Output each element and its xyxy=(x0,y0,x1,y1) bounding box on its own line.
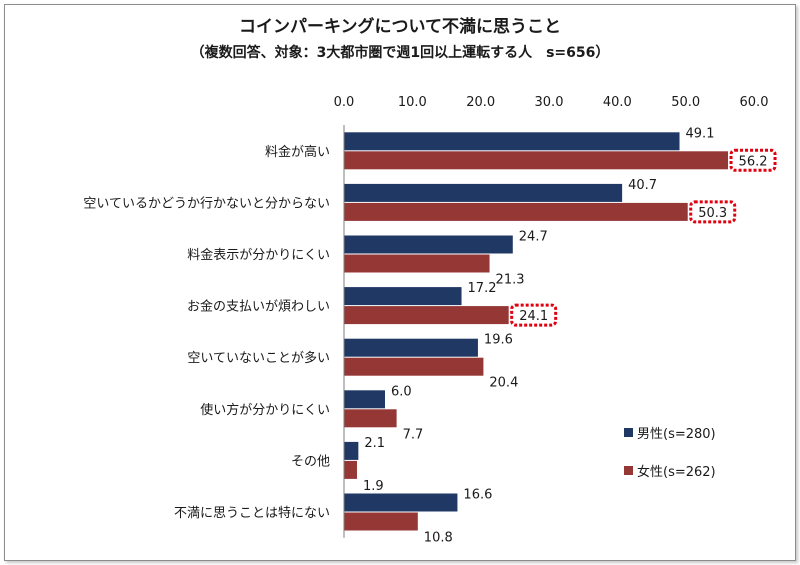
highlight-box xyxy=(510,303,558,327)
category-label: お金の支払いが煩わしい xyxy=(187,299,330,315)
x-tick-label: 40.0 xyxy=(603,95,632,110)
bar-female xyxy=(344,151,729,170)
data-label: 7.7 xyxy=(403,427,424,442)
bar-male xyxy=(344,287,462,306)
category-label: 空いていないことが多い xyxy=(187,350,330,366)
chart-frame xyxy=(4,4,796,561)
bar-male xyxy=(344,338,478,357)
x-tick-label: 0.0 xyxy=(334,95,355,110)
category-label: 空いているかどうか行かないと分からない xyxy=(83,196,330,211)
category-label: 料金が高い xyxy=(265,144,330,160)
bar-male xyxy=(344,235,513,254)
x-tick-label: 50.0 xyxy=(671,95,700,110)
data-label: 24.1 xyxy=(519,309,548,324)
highlight-box xyxy=(729,148,777,172)
bar-male xyxy=(344,183,623,202)
data-label: 16.6 xyxy=(463,488,492,503)
data-label: 2.1 xyxy=(364,436,385,451)
highlight-box xyxy=(689,200,737,224)
bar-male xyxy=(344,493,458,512)
data-label: 40.7 xyxy=(628,178,657,193)
bar-male xyxy=(344,132,680,151)
bar-female xyxy=(344,460,357,479)
category-label: その他 xyxy=(291,454,330,469)
data-label: 19.6 xyxy=(484,333,513,348)
data-label: 21.3 xyxy=(496,273,525,288)
data-label: 1.9 xyxy=(363,479,384,494)
data-label: 20.4 xyxy=(489,376,518,391)
legend-label: 男性(s=280) xyxy=(637,427,716,442)
legend-label: 女性(s=262) xyxy=(637,464,716,480)
x-tick-label: 10.0 xyxy=(398,95,427,110)
chart-title: コインパーキングについて不満に思うこと xyxy=(239,17,561,37)
category-label: 使い方が分かりにくい xyxy=(200,402,330,418)
bar-female xyxy=(344,306,509,325)
chart-subtitle: （複数回答、対象：3大都市圏で週1回以上運転する人 s=656） xyxy=(190,45,610,61)
x-tick-label: 60.0 xyxy=(740,95,769,110)
data-label: 50.3 xyxy=(698,206,727,221)
data-label: 24.7 xyxy=(519,230,548,245)
bar-female xyxy=(344,254,490,273)
bar-male xyxy=(344,390,385,409)
x-tick-label: 30.0 xyxy=(535,95,564,110)
bar-female xyxy=(344,512,418,531)
bar-male xyxy=(344,441,359,460)
legend-swatch xyxy=(624,466,633,475)
data-label: 6.0 xyxy=(391,384,412,399)
category-label: 料金表示が分かりにくい xyxy=(187,247,330,263)
data-label: 17.2 xyxy=(468,281,497,296)
data-label: 49.1 xyxy=(686,126,715,141)
bar-female xyxy=(344,202,688,221)
data-label: 56.2 xyxy=(739,154,768,169)
category-label: 不満に思うことは特にない xyxy=(174,506,330,521)
data-label: 10.8 xyxy=(424,531,453,546)
x-tick-label: 20.0 xyxy=(466,95,495,110)
bar-female xyxy=(344,357,484,376)
legend-swatch xyxy=(624,428,633,437)
bar-female xyxy=(344,409,397,428)
